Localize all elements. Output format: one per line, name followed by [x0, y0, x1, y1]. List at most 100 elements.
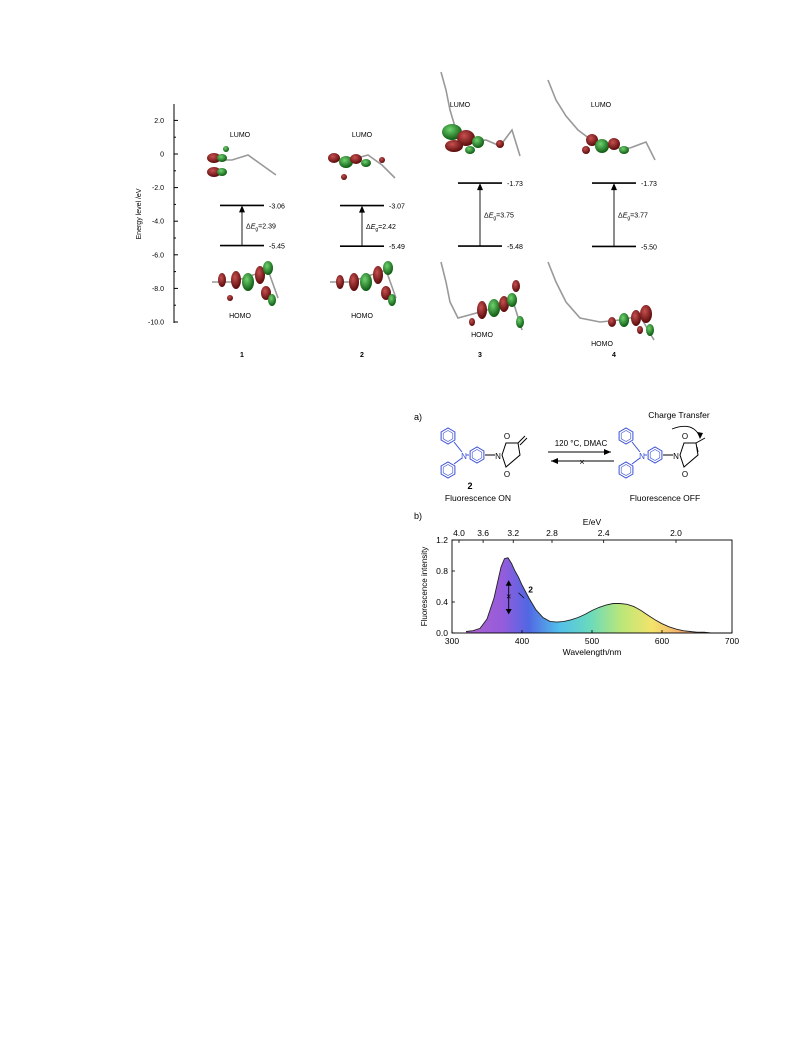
- excitation-arrowhead: [359, 205, 365, 213]
- orbital-lobe: [507, 293, 517, 307]
- bond: [453, 457, 463, 465]
- excitation-arrowhead: [477, 183, 483, 191]
- orbital-lobe: [472, 136, 484, 148]
- fluorescence-on-caption: Fluorescence ON: [445, 493, 511, 503]
- orbital-lobe: [608, 317, 616, 327]
- phenyl-ring: [440, 427, 456, 445]
- orbital-lobe: [496, 140, 504, 148]
- reaction-arrows: ×: [548, 449, 614, 467]
- orbital-lobe: [499, 296, 509, 312]
- lumo-energy-value: -1.73: [507, 181, 523, 188]
- homo-label: HOMO: [591, 341, 613, 348]
- orbital-lobe: [469, 318, 475, 326]
- band-gap-label: ΔEg=3.75: [484, 213, 514, 222]
- top-tick-label: 2.0: [670, 528, 682, 538]
- lumo-label: LUMO: [591, 102, 612, 109]
- orbital-lobe: [217, 154, 227, 162]
- orbital-lobe: [360, 273, 372, 291]
- band-gap-label: ΔEg=2.39: [246, 223, 276, 232]
- compound-number: 1: [240, 352, 244, 359]
- top-axis-label: E/eV: [583, 517, 602, 527]
- orbital-images: [207, 71, 656, 341]
- orbital-lobe: [261, 286, 271, 300]
- phenyl-ring-inner: [649, 449, 661, 461]
- compound-column-1: -3.06 -5.45 ΔEg=2.39 1: [220, 203, 285, 359]
- maleimide-ring: [501, 442, 521, 468]
- energy-tick-label: -10.0: [148, 320, 164, 327]
- lumo-label: LUMO: [352, 132, 373, 139]
- homo-energy-value: -5.48: [507, 244, 523, 251]
- compound-number: 3: [478, 352, 482, 359]
- orbital-lobe: [242, 273, 254, 291]
- orbital-lobe: [383, 261, 393, 275]
- compound-number: 4: [612, 352, 616, 359]
- orbital-lobe: [339, 156, 353, 168]
- orbital-lobe: [465, 146, 475, 154]
- top-tick-label: 3.2: [507, 528, 519, 538]
- orbital-lobe: [263, 261, 273, 275]
- energy-y-axis: 2.0 0 -2.0 -4.0 -6.0 -8.0 -10.0 Energy level /…: [136, 104, 178, 327]
- orbital-lobe: [512, 280, 520, 292]
- molecule-2-structure: N NOO: [440, 427, 528, 479]
- x-tick-label: 400: [515, 636, 529, 646]
- bond: [453, 441, 463, 453]
- orbital-lobe: [223, 146, 229, 152]
- top-tick-label: 4.0: [453, 528, 465, 538]
- homo-energy-value: -5.50: [641, 244, 657, 251]
- molecule-isomer-structure: N NOO: [618, 427, 706, 479]
- imide-nitrogen: N: [495, 452, 501, 461]
- orbital-lobe: [516, 316, 524, 328]
- energy-tick-label: -8.0: [152, 286, 164, 293]
- lumo-energy-value: -3.06: [269, 203, 285, 210]
- amine-nitrogen: N: [461, 452, 467, 461]
- orbital-lobe: [608, 138, 620, 150]
- orbital-lobe: [619, 146, 629, 154]
- compound-column-2: -3.07 -5.49 ΔEg=2.42 2: [340, 204, 405, 359]
- top-tick-label: 2.8: [546, 528, 558, 538]
- orbital-lobe: [361, 159, 371, 167]
- x-tick-label: 300: [445, 636, 459, 646]
- orbital-lobe: [595, 139, 609, 153]
- carbonyl-oxygen: O: [682, 470, 688, 479]
- cross-mark: ×: [506, 592, 511, 602]
- lumo-energy-value: -1.73: [641, 181, 657, 188]
- energy-level-diagram: 2.0 0 -2.0 -4.0 -6.0 -8.0 -10.0 Energy level /…: [136, 71, 657, 359]
- x-tick-label: 700: [725, 636, 739, 646]
- orbital-lobe: [336, 275, 344, 289]
- imide-nitrogen: N: [673, 452, 679, 461]
- top-tick-label: 3.6: [477, 528, 489, 538]
- compound-column-4: -1.73 -5.50 ΔEg=3.77 4: [592, 181, 657, 359]
- energy-tick-label: -4.0: [152, 219, 164, 226]
- carbonyl-oxygen: O: [682, 432, 688, 441]
- bond: [696, 446, 699, 453]
- orbital-lobe: [231, 271, 241, 289]
- maleimide-ring: [679, 442, 699, 468]
- orbital-lobe: [388, 294, 396, 306]
- homo-label: HOMO: [229, 313, 251, 320]
- orbital-lobe: [350, 154, 362, 164]
- homo-energy-value: -5.45: [269, 244, 285, 251]
- series-label: 2: [528, 585, 533, 595]
- orbital-lobe: [582, 146, 590, 154]
- excitation-arrowhead: [611, 183, 617, 191]
- amine-nitrogen: N: [639, 452, 645, 461]
- homo-energy-value: -5.49: [389, 244, 405, 251]
- phenyl-ring-inner: [442, 430, 454, 442]
- carbonyl-oxygen: O: [504, 432, 510, 441]
- top-tick-label: 2.4: [598, 528, 610, 538]
- orbital-lobe: [255, 266, 265, 284]
- orbital-lobe: [457, 130, 475, 146]
- cross-mark: ×: [579, 457, 584, 467]
- phenyl-ring-inner: [442, 464, 454, 476]
- fluorescence-spectrum-chart: 300 400 500 600 700 Wavelength/nm 0.0 0.4 0.8 1.2…: [420, 517, 739, 657]
- carbonyl-oxygen: O: [504, 470, 510, 479]
- compound-column-3: -1.73 -5.48 ΔEg=3.75 3: [458, 181, 523, 359]
- orbital-lobe: [217, 168, 227, 176]
- energy-axis-label: Energy level /eV: [136, 188, 143, 239]
- compound-2-number: 2: [467, 481, 472, 491]
- y-tick-label: 1.2: [436, 535, 448, 545]
- orbital-lobe: [207, 153, 221, 163]
- orbital-lobe: [646, 324, 654, 336]
- plot-frame: [451, 539, 733, 634]
- switch-arrowhead-up: [505, 580, 512, 586]
